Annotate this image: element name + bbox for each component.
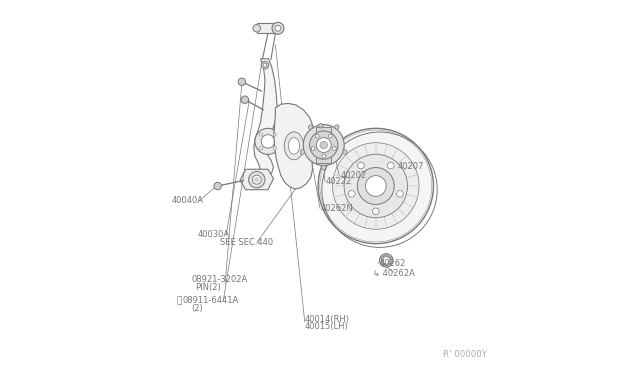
Circle shape	[319, 124, 323, 128]
Text: SEE SEC.440: SEE SEC.440	[220, 238, 273, 247]
Text: 40262N: 40262N	[321, 204, 353, 213]
Circle shape	[255, 177, 259, 182]
Circle shape	[272, 22, 284, 34]
Circle shape	[261, 135, 275, 148]
Circle shape	[348, 190, 355, 197]
Text: 40262: 40262	[380, 259, 406, 268]
Text: PIN(2): PIN(2)	[195, 283, 221, 292]
Circle shape	[397, 190, 403, 197]
Circle shape	[357, 167, 394, 205]
Circle shape	[316, 138, 331, 153]
Circle shape	[238, 78, 246, 86]
Circle shape	[322, 154, 326, 158]
Circle shape	[318, 128, 433, 244]
Circle shape	[253, 25, 260, 32]
Text: 40207: 40207	[398, 162, 424, 171]
Polygon shape	[240, 169, 273, 190]
Circle shape	[320, 141, 328, 149]
Ellipse shape	[289, 138, 300, 154]
Circle shape	[241, 96, 248, 103]
Circle shape	[358, 162, 364, 169]
Text: 40015(LH): 40015(LH)	[305, 322, 349, 331]
Circle shape	[273, 133, 276, 136]
Text: Ⓝ: Ⓝ	[177, 296, 182, 305]
Circle shape	[255, 128, 281, 154]
Circle shape	[260, 147, 262, 150]
Circle shape	[328, 134, 332, 138]
Text: 40202: 40202	[340, 171, 367, 180]
Text: R' 00000Y: R' 00000Y	[443, 350, 487, 359]
Polygon shape	[316, 127, 331, 163]
Circle shape	[316, 134, 319, 138]
Text: ↳ 40262A: ↳ 40262A	[373, 269, 415, 278]
Circle shape	[332, 147, 336, 150]
Circle shape	[308, 125, 313, 129]
Circle shape	[380, 254, 393, 267]
Text: 40014(RH): 40014(RH)	[305, 315, 350, 324]
Circle shape	[321, 165, 326, 170]
Circle shape	[365, 176, 386, 196]
Circle shape	[383, 257, 390, 264]
Circle shape	[263, 63, 267, 67]
Circle shape	[261, 61, 269, 69]
Circle shape	[275, 25, 281, 31]
Polygon shape	[274, 103, 314, 189]
Polygon shape	[257, 23, 279, 33]
Text: 08911-6441A: 08911-6441A	[182, 296, 239, 305]
Polygon shape	[251, 59, 277, 177]
Ellipse shape	[284, 132, 303, 160]
Circle shape	[252, 175, 261, 184]
Circle shape	[333, 143, 419, 229]
Circle shape	[335, 125, 339, 129]
Circle shape	[300, 150, 305, 154]
Circle shape	[342, 150, 347, 154]
Circle shape	[248, 171, 265, 188]
Circle shape	[310, 131, 338, 159]
Circle shape	[273, 147, 276, 150]
Circle shape	[303, 125, 344, 166]
Circle shape	[372, 208, 379, 215]
Circle shape	[344, 154, 408, 218]
Circle shape	[260, 133, 262, 136]
Text: (2): (2)	[191, 304, 204, 312]
Circle shape	[311, 147, 315, 150]
Text: 40222: 40222	[326, 177, 352, 186]
Text: 40040A: 40040A	[172, 196, 204, 205]
Circle shape	[214, 182, 221, 190]
Text: 08921-3202A: 08921-3202A	[191, 275, 248, 284]
Text: 40030A: 40030A	[197, 230, 229, 239]
Circle shape	[387, 162, 394, 169]
